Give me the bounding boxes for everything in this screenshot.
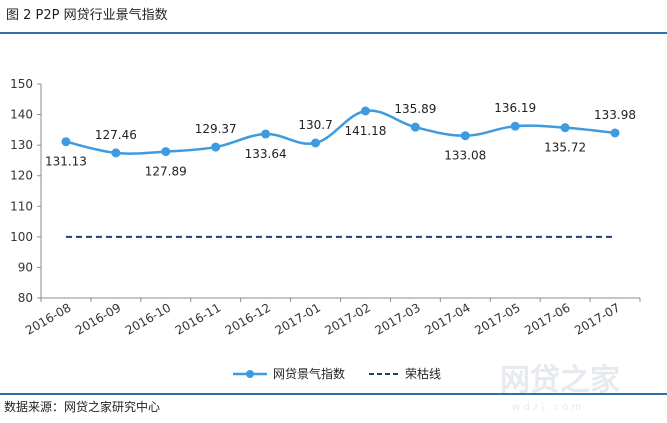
data-label: 130.7 (298, 118, 332, 132)
data-label: 131.13 (45, 155, 87, 169)
y-tick-label: 110 (10, 199, 33, 213)
data-point (360, 106, 370, 116)
x-tick-label: 2017-06 (522, 300, 572, 337)
data-label: 136.19 (494, 101, 536, 115)
x-tick-label: 2016-11 (173, 300, 223, 337)
x-tick-label: 2016-10 (123, 300, 173, 337)
y-tick-label: 100 (10, 230, 33, 244)
data-point (410, 122, 420, 132)
series-markers (61, 106, 620, 158)
data-label: 133.98 (594, 108, 636, 122)
x-tick-label: 2017-03 (372, 300, 422, 337)
data-point (211, 142, 221, 152)
data-labels: 131.13 127.46 127.89 129.37 133.64 130.7 141.1… (45, 101, 636, 178)
legend-label-rongku: 荣枯线 (405, 366, 441, 381)
figure-title: 图 2 P2P 网贷行业景气指数 (6, 8, 168, 23)
data-label: 129.37 (195, 122, 237, 136)
data-point (560, 123, 570, 133)
data-point (610, 128, 620, 138)
data-label: 135.72 (544, 141, 586, 155)
y-tick-label: 120 (10, 169, 33, 183)
top-rule (0, 32, 667, 34)
source-note: 数据来源：网贷之家研究中心 (4, 400, 161, 414)
data-point (460, 131, 470, 141)
y-tick-label: 90 (18, 260, 33, 274)
bottom-rule (0, 393, 667, 395)
data-label: 127.46 (95, 128, 137, 142)
x-tick-label: 2017-05 (472, 300, 522, 337)
data-point (61, 137, 71, 147)
y-tick-label: 130 (10, 138, 33, 152)
data-point (261, 129, 271, 139)
svg-text:网贷之家: 网贷之家 (500, 363, 620, 398)
x-tick-label: 2017-02 (323, 300, 373, 337)
x-tick-label: 2016-08 (23, 300, 73, 337)
x-tick-label: 2017-04 (422, 300, 472, 337)
x-tick-label: 2016-12 (223, 300, 273, 337)
data-label: 133.08 (444, 149, 486, 163)
data-point (311, 138, 321, 148)
data-point (510, 121, 520, 131)
data-point (111, 148, 121, 158)
y-tick-label: 140 (10, 108, 33, 122)
data-label: 141.18 (344, 124, 386, 138)
y-tick-label: 80 (18, 291, 33, 305)
svg-text:w d z j . c o m: w d z j . c o m (512, 402, 581, 413)
data-point (161, 147, 171, 157)
watermark-logo: 网贷之家 w d z j . c o m (500, 363, 620, 413)
data-label: 127.89 (145, 165, 187, 179)
data-label: 135.89 (394, 102, 436, 116)
chart-legend: 网贷景气指数 荣枯线 (233, 366, 441, 381)
legend-label-index: 网贷景气指数 (273, 366, 345, 381)
data-label: 133.64 (245, 147, 287, 161)
x-tick-label: 2016-09 (73, 300, 123, 337)
x-tick-label: 2017-07 (572, 300, 622, 337)
legend-marker-index (246, 370, 254, 378)
y-tick-label: 150 (10, 77, 33, 91)
x-tick-label: 2017-01 (273, 300, 323, 337)
series-line-index (65, 109, 616, 155)
